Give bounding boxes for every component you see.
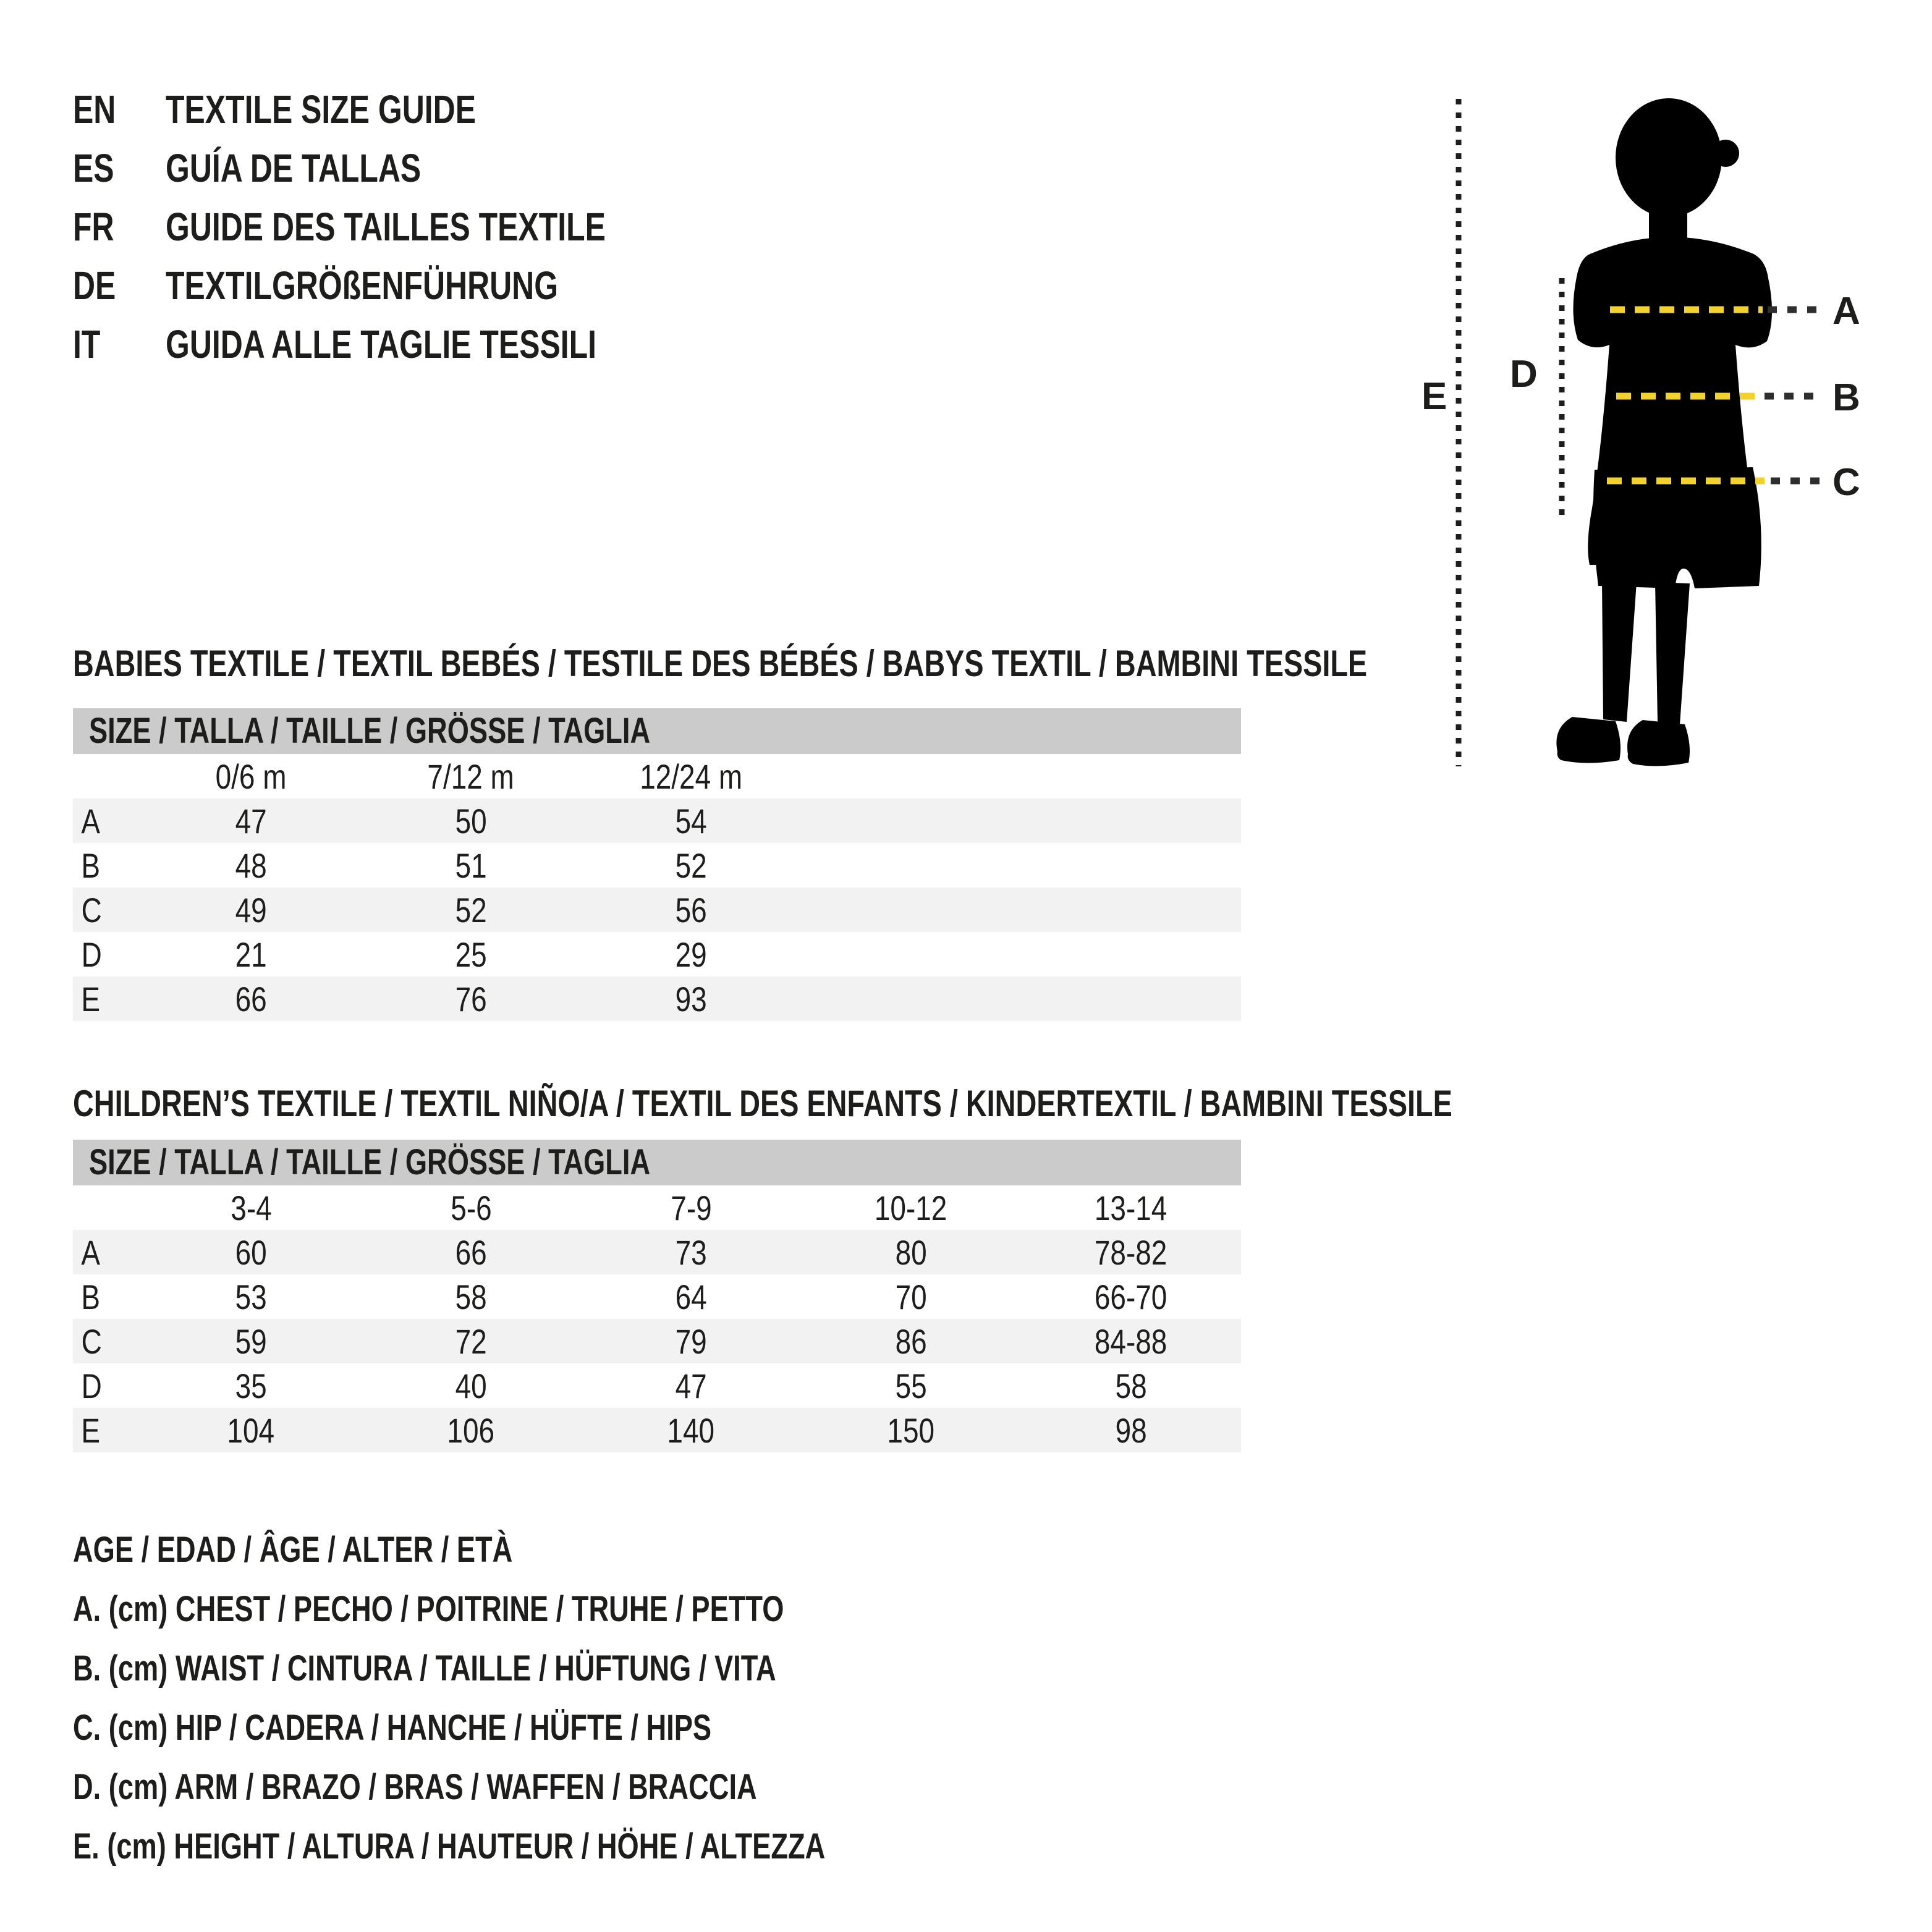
guide-title-en: TEXTILE SIZE GUIDE [166,87,477,132]
figure-label-height-e: E [1421,375,1447,418]
legend-age-line: AGE / EDAD / ÂGE / ALTER / ETÀ [73,1530,513,1570]
lang-row-de: DE TEXTILGRÖßENFÜHRUNG [73,256,730,315]
table-row: A 60 66 73 80 78-82 [73,1230,1241,1274]
legend-hip-line: C. (cm) HIP / CADERA / HANCHE / HÜFTE / … [73,1708,712,1748]
legend-height-line: E. (cm) HEIGHT / ALTURA / HAUTEUR / HÖHE… [73,1826,826,1866]
table-row: C 49 52 56 [73,888,1241,932]
guide-title-fr: GUIDE DES TAILLES TEXTILE [166,205,606,249]
children-size-header-bar: SIZE / TALLA / TAILLE / GRÖSSE / TAGLIA [73,1140,1241,1185]
children-section-title: CHILDREN’S TEXTILE / TEXTIL NIÑO/A / TEX… [73,1083,1452,1124]
babies-size-table: SIZE / TALLA / TAILLE / GRÖSSE / TAGLIA … [73,708,1241,1021]
babies-size-header-bar: SIZE / TALLA / TAILLE / GRÖSSE / TAGLIA [73,708,1241,754]
language-header: EN TEXTILE SIZE GUIDE ES GUÍA DE TALLAS … [73,80,730,374]
babies-section-title: BABIES TEXTILE / TEXTIL BEBÉS / TESTILE … [73,643,1368,684]
row-label: C [81,890,102,930]
lang-code: IT [73,322,101,366]
table-row: C 59 72 79 86 84-88 [73,1319,1241,1363]
table-row: D 35 40 47 55 58 [81,1366,1147,1405]
row-label: E [81,979,100,1019]
guide-title-es: GUÍA DE TALLAS [166,146,422,190]
lang-code: EN [73,87,116,132]
child-silhouette [1556,98,1773,766]
lang-row-es: ES GUÍA DE TALLAS [73,139,730,198]
measurement-legend: AGE / EDAD / ÂGE / ALTER / ETÀ A. (cm) C… [73,1520,1038,1876]
legend-arm-line: D. (cm) ARM / BRAZO / BRAS / WAFFEN / BR… [73,1767,757,1807]
guide-title-it: GUIDA ALLE TAGLIE TESSILI [166,322,597,366]
babies-column-header-row: 0/6 m 7/12 m 12/24 m [73,754,1241,799]
figure-label-hip-c: C [1832,461,1860,504]
children-col-4: 13-14 [1095,1188,1167,1227]
row-label: A [81,1232,100,1272]
children-size-table: SIZE / TALLA / TAILLE / GRÖSSE / TAGLIA … [73,1140,1241,1452]
row-label: A [81,801,100,841]
children-col-1: 5-6 [450,1188,492,1227]
row-label: B [81,845,100,885]
row-label: D [81,1366,102,1405]
babies-col-0: 0/6 m [215,756,287,796]
table-row: A 47 50 54 [73,799,1241,843]
row-label: C [81,1321,102,1361]
table-row: E 104 106 140 150 98 [73,1408,1241,1452]
legend-waist-line: B. (cm) WAIST / CINTURA / TAILLE / HÜFTU… [73,1648,776,1688]
babies-col-2: 12/24 m [640,756,742,796]
children-col-3: 10-12 [875,1188,947,1227]
lang-code: DE [73,263,116,308]
lang-code: FR [73,205,114,249]
children-col-0: 3-4 [230,1188,272,1227]
table-row: B 53 58 64 70 66-70 [81,1277,1167,1316]
children-col-2: 7-9 [670,1188,712,1227]
babies-col-1: 7/12 m [427,756,515,796]
row-label: B [81,1277,100,1316]
figure-label-waist-b: B [1832,376,1860,419]
row-label: D [81,934,102,974]
lang-code: ES [73,146,114,190]
table-row: D 21 25 29 [81,934,707,974]
figure-label-chest-a: A [1832,290,1860,333]
table-row: B 48 51 52 [81,845,707,885]
child-silhouette-figure [1455,98,1822,766]
figure-label-arm-d: D [1510,353,1538,396]
guide-title-de: TEXTILGRÖßENFÜHRUNG [166,263,559,308]
legend-chest-line: A. (cm) CHEST / PECHO / POITRINE / TRUHE… [73,1589,784,1629]
row-label: E [81,1410,100,1450]
children-column-header-row: 3-4 5-6 7-9 10-12 13-14 [73,1185,1241,1230]
lang-row-en: EN TEXTILE SIZE GUIDE [73,80,730,139]
table-row: E 66 76 93 [73,977,1241,1021]
lang-row-fr: FR GUIDE DES TAILLES TEXTILE [73,198,730,256]
lang-row-it: IT GUIDA ALLE TAGLIE TESSILI [73,315,730,374]
